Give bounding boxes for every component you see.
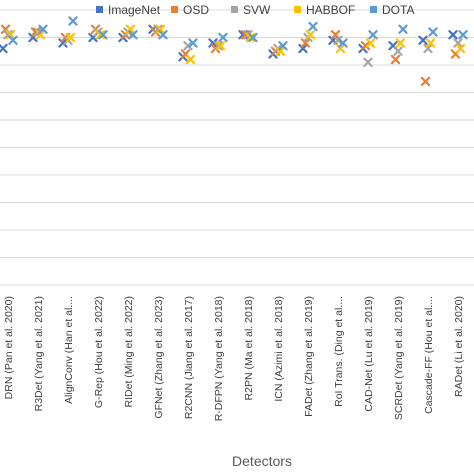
x-tick-label: R3Det (Yang et al. 2021) [33, 296, 45, 411]
data-point [425, 38, 436, 48]
x-tick-label: R-DFPN (Yang et al. 2018) [213, 296, 225, 421]
data-point [398, 24, 408, 34]
legend-item: ImageNet [96, 3, 161, 17]
data-point [183, 41, 193, 51]
legend-swatch [370, 6, 377, 13]
data-point [365, 38, 376, 48]
data-point [335, 43, 346, 54]
x-tick-labels: DRN (Pan et al. 2020) R3Det (Yang et al. … [3, 296, 465, 421]
data-point [38, 24, 48, 34]
data-point [363, 57, 373, 67]
x-tick-label: ICN (Azimi et al. 2018) [273, 296, 285, 402]
x-tick-label: GFNet (Zhang et al. 2023) [153, 296, 165, 419]
data-point [300, 38, 311, 48]
data-point [35, 30, 46, 40]
data-point [188, 38, 198, 48]
data-point [30, 27, 41, 37]
legend-swatch [231, 6, 238, 13]
legend-label: SVW [243, 3, 271, 17]
data-point [333, 35, 343, 45]
legend-label: ImageNet [108, 3, 161, 17]
data-point [155, 24, 166, 34]
x-tick-label: RoI Trans. (Ding et al.... [333, 296, 345, 407]
data-point [278, 41, 288, 51]
x-tick-label: RADet (Li et al. 2020) [453, 296, 465, 397]
x-tick-label: FADet (Zhang et al. 2019) [303, 296, 315, 417]
legend-item: SVW [231, 3, 271, 17]
data-point [215, 41, 226, 51]
data-point [8, 35, 18, 45]
x-tick-label: RIDet (Ming et al. 2022) [123, 296, 135, 407]
data-point [423, 43, 433, 54]
data-point [275, 46, 286, 56]
gridlines [0, 9, 474, 286]
x-tick-label: CAD-Net (Lu et al. 2019) [363, 296, 375, 412]
data-point [393, 46, 403, 56]
data-point [218, 32, 228, 43]
data-point [368, 30, 378, 40]
x-tick-label: G-Rep (Hou et al. 2022) [93, 296, 105, 408]
data-point [330, 30, 341, 40]
legend-item: DOTA [370, 3, 414, 17]
data-point [185, 54, 196, 65]
data-point [420, 76, 431, 87]
legend-item: OSD [171, 3, 209, 17]
data-point [125, 24, 136, 34]
data-point [338, 38, 348, 48]
data-point [5, 30, 16, 40]
data-point [158, 30, 168, 40]
data-point [428, 27, 438, 37]
x-tick-label: R2CNN (Jiang et al. 2017) [183, 296, 195, 419]
legend-label: OSD [183, 3, 209, 17]
data-point [95, 30, 106, 40]
data-point [128, 30, 138, 40]
data-point [68, 16, 78, 26]
x-tick-label: Cascade-FF (Hou et al.... [423, 296, 435, 414]
x-tick-label: DRN (Pan et al. 2020) [3, 296, 15, 399]
data-point [65, 32, 76, 43]
data-point [0, 43, 8, 54]
legend: ImageNet OSD SVW HABBOF DOTA [96, 3, 414, 17]
data-point [298, 43, 308, 54]
legend-label: DOTA [382, 3, 414, 17]
data-point [360, 41, 371, 51]
data-marks [0, 16, 468, 87]
data-point [245, 32, 256, 43]
data-point [305, 30, 316, 40]
data-point [418, 35, 428, 45]
x-axis-title: Detectors [232, 453, 292, 469]
x-tick-label: SCRDet (Yang et al. 2019) [393, 296, 405, 420]
data-point [98, 30, 108, 40]
data-point [58, 38, 68, 48]
legend-swatch [96, 6, 103, 13]
data-point [448, 30, 458, 40]
data-point [453, 38, 463, 48]
data-point [240, 30, 251, 40]
data-point [208, 38, 218, 48]
legend-item: HABBOF [294, 3, 355, 17]
x-tick-label: R2PN (Ma et al. 2018) [243, 296, 255, 400]
data-point [308, 21, 318, 32]
data-point [213, 41, 223, 51]
data-point [390, 54, 401, 65]
data-point [248, 32, 258, 43]
x-tick-label: AlignConv (Han et al.... [63, 296, 75, 404]
legend-swatch [294, 6, 301, 13]
data-point [455, 43, 466, 54]
legend-label: HABBOF [306, 3, 355, 17]
data-point [395, 38, 406, 48]
legend-swatch [171, 6, 178, 13]
data-point [458, 30, 468, 40]
